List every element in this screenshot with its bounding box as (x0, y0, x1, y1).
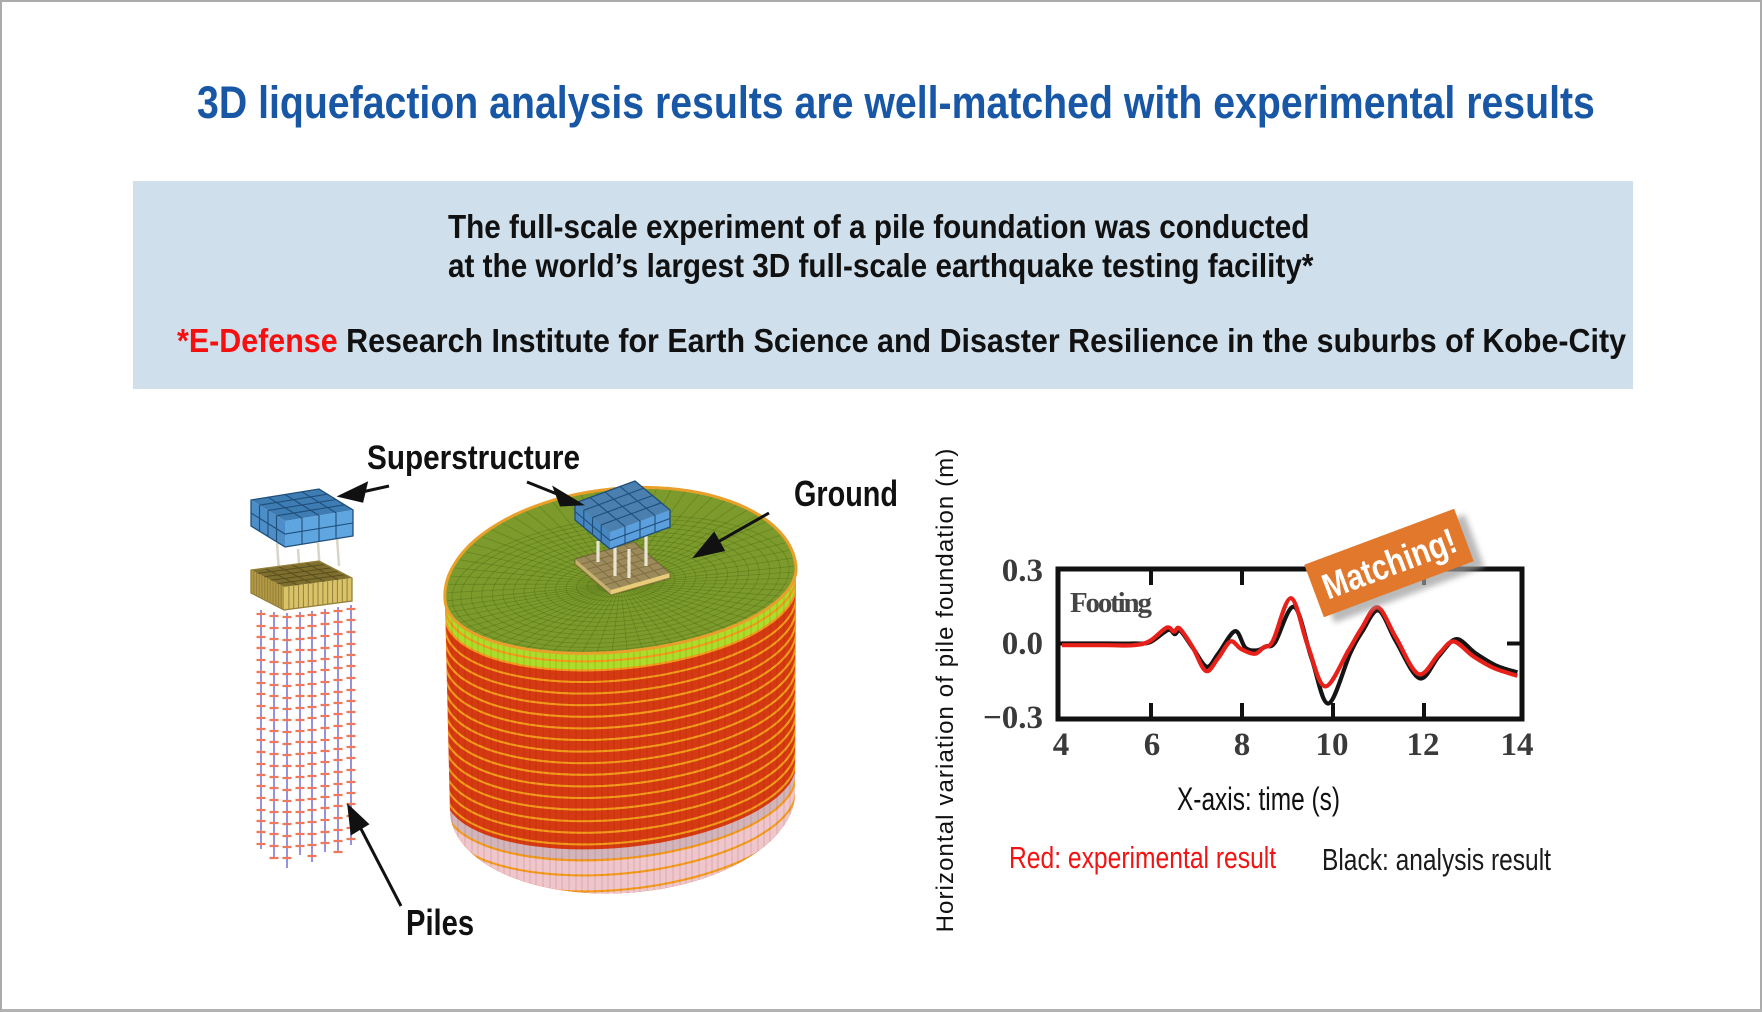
svg-text:Footing: Footing (1070, 587, 1153, 619)
svg-text:4: 4 (1053, 727, 1070, 763)
svg-text:−0.3: −0.3 (983, 700, 1043, 736)
svg-text:0.3: 0.3 (1002, 553, 1043, 589)
svg-text:14: 14 (1501, 727, 1534, 763)
svg-text:12: 12 (1407, 727, 1440, 763)
svg-text:0.0: 0.0 (1002, 626, 1043, 662)
svg-text:6: 6 (1144, 727, 1161, 763)
svg-text:8: 8 (1234, 727, 1251, 763)
svg-text:10: 10 (1316, 727, 1349, 763)
